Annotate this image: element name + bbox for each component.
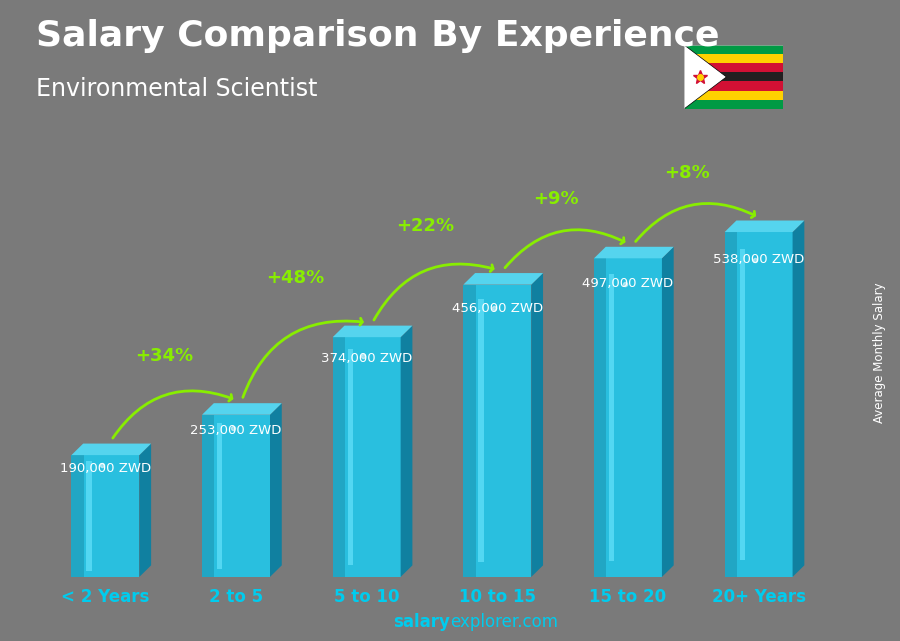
Text: 190,000 ZWD: 190,000 ZWD: [59, 462, 151, 476]
Polygon shape: [71, 444, 151, 455]
Polygon shape: [217, 423, 222, 569]
Polygon shape: [464, 285, 531, 577]
Polygon shape: [740, 249, 745, 560]
Text: 253,000 ZWD: 253,000 ZWD: [190, 424, 282, 437]
Polygon shape: [793, 221, 805, 577]
Bar: [684, 63, 783, 72]
Bar: [684, 54, 783, 63]
Polygon shape: [724, 232, 737, 577]
Text: Environmental Scientist: Environmental Scientist: [36, 77, 318, 101]
Text: 374,000 ZWD: 374,000 ZWD: [321, 351, 412, 365]
Bar: [684, 45, 783, 54]
Text: +34%: +34%: [135, 347, 194, 365]
Text: +48%: +48%: [266, 269, 324, 287]
Bar: [684, 90, 783, 100]
Polygon shape: [609, 274, 615, 561]
Text: salary: salary: [393, 613, 450, 631]
Polygon shape: [724, 232, 793, 577]
Text: explorer.com: explorer.com: [450, 613, 558, 631]
Bar: [684, 100, 783, 109]
Text: +9%: +9%: [534, 190, 579, 208]
Polygon shape: [464, 273, 543, 285]
Text: +22%: +22%: [396, 217, 454, 235]
Polygon shape: [684, 45, 726, 109]
Polygon shape: [478, 299, 483, 562]
Polygon shape: [594, 247, 674, 258]
Polygon shape: [347, 349, 353, 565]
Bar: [684, 72, 783, 81]
Polygon shape: [202, 415, 270, 577]
Text: 497,000 ZWD: 497,000 ZWD: [582, 278, 673, 290]
Polygon shape: [333, 337, 400, 577]
Text: Average Monthly Salary: Average Monthly Salary: [874, 282, 886, 423]
Polygon shape: [662, 247, 674, 577]
Text: 456,000 ZWD: 456,000 ZWD: [452, 302, 543, 315]
Text: 538,000 ZWD: 538,000 ZWD: [713, 253, 805, 266]
Polygon shape: [464, 285, 475, 577]
Polygon shape: [71, 455, 140, 577]
Polygon shape: [400, 326, 412, 577]
Polygon shape: [202, 415, 214, 577]
Polygon shape: [333, 337, 345, 577]
Polygon shape: [333, 326, 412, 337]
Text: +8%: +8%: [664, 164, 709, 182]
Bar: [684, 81, 783, 90]
Polygon shape: [594, 258, 662, 577]
Polygon shape: [270, 403, 282, 577]
Polygon shape: [71, 455, 84, 577]
Polygon shape: [531, 273, 543, 577]
Polygon shape: [140, 444, 151, 577]
Polygon shape: [724, 221, 805, 232]
Text: Salary Comparison By Experience: Salary Comparison By Experience: [36, 19, 719, 53]
Polygon shape: [86, 462, 92, 571]
Polygon shape: [594, 258, 607, 577]
Polygon shape: [202, 403, 282, 415]
